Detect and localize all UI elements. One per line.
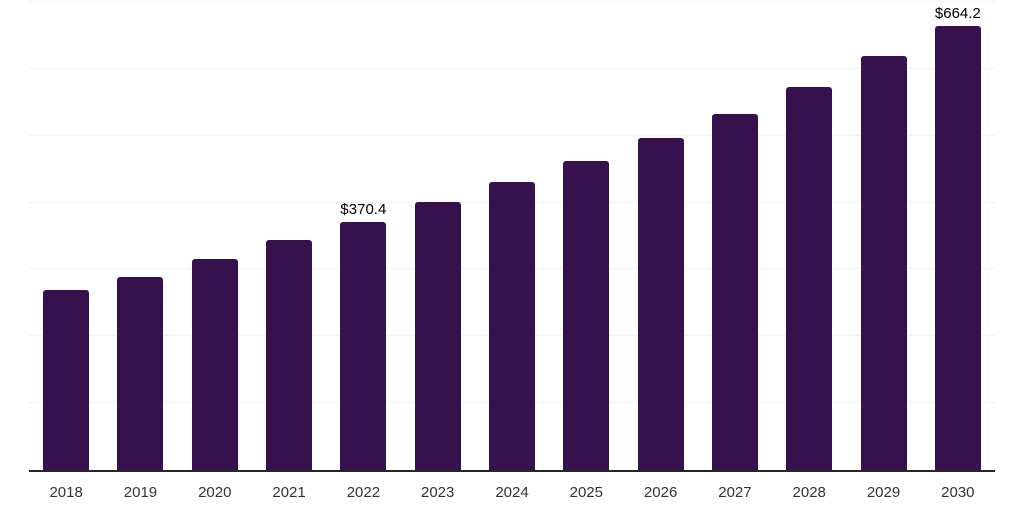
bar-2028 [786,86,833,470]
gridline [29,134,995,136]
x-tick-label: 2029 [866,484,901,501]
bar-2022 [340,222,387,470]
bar-2026 [637,138,684,470]
x-tick-label: 2023 [421,484,455,501]
x-axis-line [29,470,995,472]
bar-2019 [117,276,164,470]
x-tick-label: 2022 [346,484,381,501]
x-axis-ticks: 2018 2019 2020 2021 2022 2023 2024 2025 2026 2027… [29,485,995,505]
x-tick-label: 2026 [643,484,678,501]
x-tick-label: 2030 [941,484,975,501]
bar-2018 [43,289,90,470]
x-tick-label: 2028 [792,484,826,501]
x-tick-label: 2021 [272,484,306,501]
bar-2023 [414,201,461,470]
bar-value-label: $664.2 [934,4,981,22]
gridline [29,67,995,69]
x-tick-label: 2027 [718,484,752,501]
bar-2025 [563,161,610,470]
x-tick-label: 2025 [569,484,603,501]
gridline [29,1,995,2]
x-tick-label: 2018 [49,484,83,501]
bar-2024 [489,181,535,470]
bar-2029 [860,55,907,470]
plot-area: $370.4 $664.2 [29,1,995,470]
bar-2030 [934,25,981,470]
x-tick-label: 2024 [495,484,529,501]
bar-2021 [266,240,313,470]
bar-2027 [711,113,758,470]
bar-value-label: $370.4 [340,201,387,219]
x-tick-label: 2020 [198,484,232,501]
x-tick-label: 2019 [123,484,158,501]
bar-2020 [191,258,238,470]
